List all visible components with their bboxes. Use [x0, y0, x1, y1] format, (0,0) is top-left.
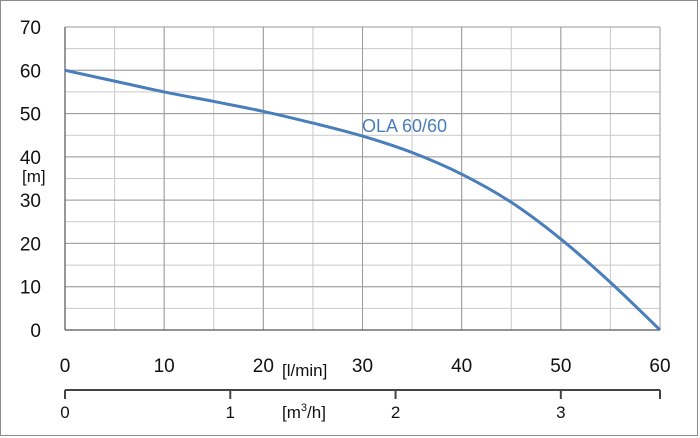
y-tick-label: 30	[20, 191, 41, 212]
y-tick-label: 60	[20, 61, 41, 82]
x-tick-label: 10	[154, 356, 175, 377]
x-tick-label: 40	[451, 356, 472, 377]
x-tick-label: 20	[253, 356, 274, 377]
x-tick-label: 30	[352, 356, 373, 377]
secondary-x-tick-label: 0	[60, 403, 69, 422]
y-tick-label: 40	[20, 148, 41, 169]
grid	[64, 26, 661, 331]
x-tick-label: 0	[60, 356, 71, 377]
x-tick-label: 50	[550, 356, 571, 377]
y-tick-label: 10	[20, 278, 41, 299]
x-axis-label: [l/min]	[282, 361, 327, 380]
secondary-x-axis-label: [m3/h]	[282, 402, 326, 422]
secondary-x-axis: 0 1 2 3	[60, 389, 661, 422]
y-axis-label: [m]	[22, 167, 46, 186]
secondary-x-tick-label: 1	[226, 403, 235, 422]
y-tick-label: 70	[20, 18, 41, 39]
x-tick-labels: 0 10 20 30 40 50 60	[60, 356, 671, 377]
y-tick-label: 0	[30, 321, 41, 342]
series-label: OLA 60/60	[362, 116, 447, 136]
series-line	[64, 68, 662, 332]
y-tick-label: 20	[20, 234, 41, 255]
x-tick-label: 60	[649, 356, 670, 377]
secondary-x-tick-label: 2	[391, 403, 400, 422]
secondary-x-tick-label: 3	[556, 403, 565, 422]
y-tick-labels: 0 10 20 30 40 50 60 70	[20, 18, 41, 342]
axes	[64, 27, 660, 331]
y-tick-label: 50	[20, 105, 41, 126]
